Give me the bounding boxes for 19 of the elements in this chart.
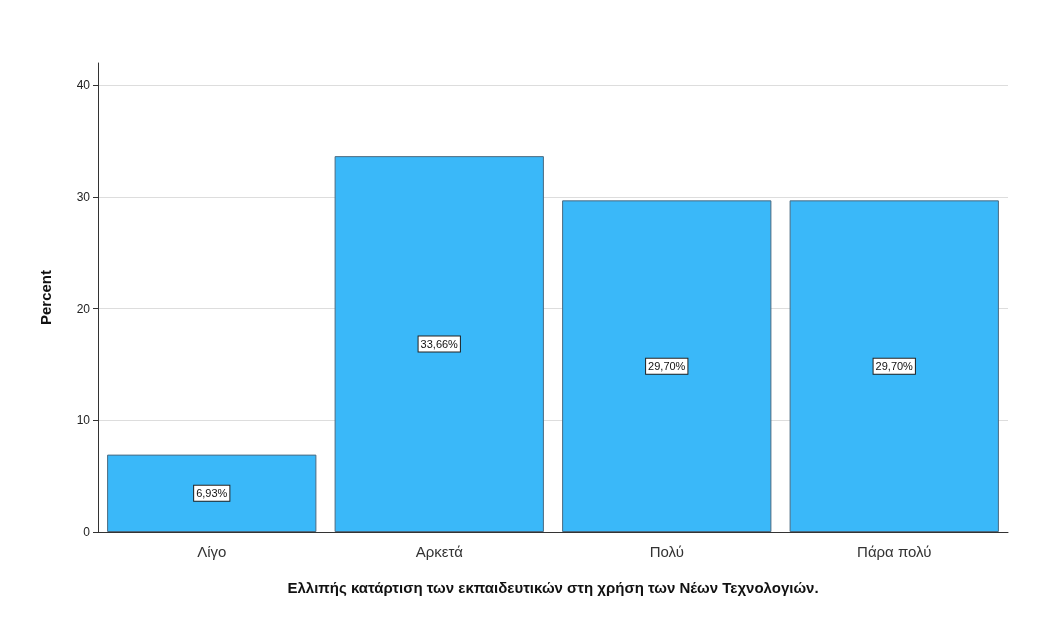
data-label: 29,70% [875, 360, 914, 373]
x-tick-label: Λίγο [197, 543, 227, 560]
y-tick-label: 40 [76, 78, 91, 93]
data-label: 6,93% [196, 487, 228, 500]
bar [334, 156, 544, 532]
bar [107, 454, 317, 532]
data-label: 29,70% [648, 360, 686, 373]
y-tick-label: 20 [76, 301, 91, 316]
bar [789, 200, 999, 532]
y-axis-title: Percent [37, 269, 54, 326]
x-tick-label: Πάρα πολύ [857, 543, 932, 560]
y-tick-label: 0 [83, 525, 91, 539]
data-label: 33,66% [420, 338, 459, 351]
y-tick-label: 30 [76, 190, 91, 204]
x-tick-label: Πολύ [649, 543, 684, 560]
x-axis-title: Ελλιπής κατάρτιση των εκπαιδευτικών στη χρήση των Νέων Τεχνολογιών. [287, 579, 819, 596]
bar [562, 200, 772, 532]
x-tick-label: Αρκετά [415, 543, 464, 560]
y-tick-label: 10 [76, 413, 91, 428]
